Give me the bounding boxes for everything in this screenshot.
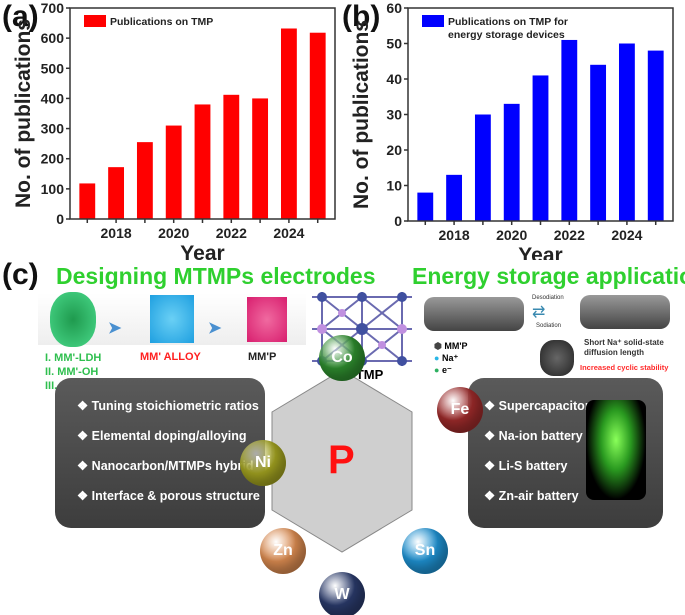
y-tick-label: 0 (56, 211, 64, 227)
y-tick-label: 10 (386, 178, 402, 194)
y-tick-label: 60 (386, 0, 402, 16)
bar (252, 98, 269, 219)
legend-mmp: ⬢ MM'P (434, 341, 468, 351)
bar (136, 142, 153, 219)
bar (647, 50, 664, 221)
bar (309, 32, 326, 219)
strategy-item: ❖ Interface & porous structure (77, 489, 260, 503)
strategy-item: ❖ Nanocarbon/MTMPs hybrid (77, 459, 254, 473)
x-tick-label: 2020 (158, 225, 189, 241)
electrode-after-image (580, 295, 670, 329)
y-axis-label: No. of publications (12, 19, 35, 208)
bar (446, 174, 463, 221)
panel-label-b: (b) (342, 0, 381, 33)
legend-swatch (84, 15, 106, 27)
x-tick-label: 2024 (273, 225, 304, 241)
hexagon (271, 370, 413, 553)
y-tick-label: 300 (41, 121, 65, 137)
precursor-oh: II. MM'-OH (45, 366, 99, 378)
bar (503, 103, 520, 221)
bar (417, 192, 434, 221)
x-axis-label: Year (180, 242, 224, 260)
element-sn: Sn (402, 528, 448, 574)
x-tick-label: 2020 (496, 227, 527, 243)
y-tick-label: 0 (394, 213, 402, 229)
right-title: Energy storage applications (412, 263, 685, 289)
legend-e: ● e⁻ (434, 365, 452, 375)
y-tick-label: 600 (41, 30, 65, 46)
legend-swatch (422, 15, 444, 27)
chart-b: 0 10 20 30 40 50 60 2018 2020 2022 2024 Year No. of … (350, 0, 674, 260)
y-tick-label: 400 (41, 90, 65, 106)
y-tick-label: 200 (41, 151, 65, 167)
precursor-ldh: I. MM'-LDH (45, 352, 102, 364)
application-item: ❖ Li-S battery (484, 459, 568, 473)
element-zn: Zn (260, 528, 306, 574)
application-item: ❖ Na-ion battery (484, 429, 583, 443)
legend-label-line1: Publications on TMP for (448, 16, 568, 28)
application-item: ❖ Zn-air battery (484, 489, 579, 503)
bar (561, 39, 578, 222)
x-tick-label: 2018 (439, 227, 470, 243)
electrode-before-image (424, 297, 524, 331)
alloy-particle-image (150, 295, 194, 343)
arrow-icon: ➤ (208, 320, 222, 337)
y-tick-label: 100 (41, 181, 65, 197)
element-co: Co (319, 335, 365, 381)
legend-na: ● Na⁺ (434, 353, 459, 363)
y-tick-label: 20 (386, 142, 402, 158)
element-ni: Ni (240, 440, 286, 486)
strategy-item: ❖ Tuning stoichiometric ratios (77, 399, 259, 413)
phosphide-particle-image (247, 297, 287, 342)
bar (280, 28, 297, 219)
exchange-arrows-icon: ⇄ (532, 304, 546, 321)
application-item: ❖ Supercapacitor (484, 399, 590, 413)
legend-list: ⬢ MM'P ● Na⁺ ● e⁻ (434, 340, 468, 376)
legend-label-line2: energy storage devices (448, 29, 565, 41)
diffusion-text: Short Na⁺ solid-state diffusion length (584, 338, 664, 357)
bar (194, 104, 211, 219)
y-axis-label: No. of publications (350, 20, 373, 209)
desodiation-label: Desodiation (532, 295, 564, 301)
center-element: P (328, 438, 355, 482)
alloy-label: MM' ALLOY (140, 351, 201, 363)
x-tick-label: 2018 (101, 225, 132, 241)
stability-text: Increased cyclic stability (580, 363, 669, 372)
bar (79, 183, 96, 219)
y-tick-label: 500 (41, 60, 65, 76)
panel-label-c: (c) (2, 258, 39, 291)
y-tick-label: 50 (386, 36, 402, 52)
particle-image (540, 340, 574, 376)
ldh-particle-image (50, 292, 96, 347)
y-tick-label: 30 (386, 107, 402, 123)
phosphide-label: MM'P (248, 351, 277, 363)
left-title: Designing MTMPs electrodes (56, 263, 376, 289)
strategy-item: ❖ Elemental doping/alloying (77, 429, 247, 443)
panel-label-a: (a) (2, 0, 39, 33)
x-tick-label: 2024 (611, 227, 642, 243)
element-w: W (319, 572, 365, 615)
x-tick-label: 2022 (554, 227, 585, 243)
bar (474, 114, 491, 221)
strategies-box: ❖ Tuning stoichiometric ratios ❖ Element… (55, 378, 265, 528)
light-bulb-image (586, 400, 646, 500)
arrow-icon: ➤ (108, 320, 122, 337)
y-tick-label: 40 (386, 71, 402, 87)
bar (532, 75, 549, 221)
element-fe: Fe (437, 387, 483, 433)
x-axis-label: Year (518, 244, 562, 260)
bar (223, 94, 240, 219)
legend-label: Publications on TMP (110, 16, 213, 28)
bar (618, 43, 635, 221)
bar (165, 125, 182, 219)
sodiation-label: Sodiation (536, 323, 562, 329)
bar (108, 167, 125, 219)
bar (590, 64, 607, 221)
y-tick-label: 700 (41, 0, 65, 16)
chart-a: 0 100 200 300 400 500 600 700 2018 2020 2022 2024 Ye… (12, 0, 336, 260)
x-tick-label: 2022 (216, 225, 247, 241)
